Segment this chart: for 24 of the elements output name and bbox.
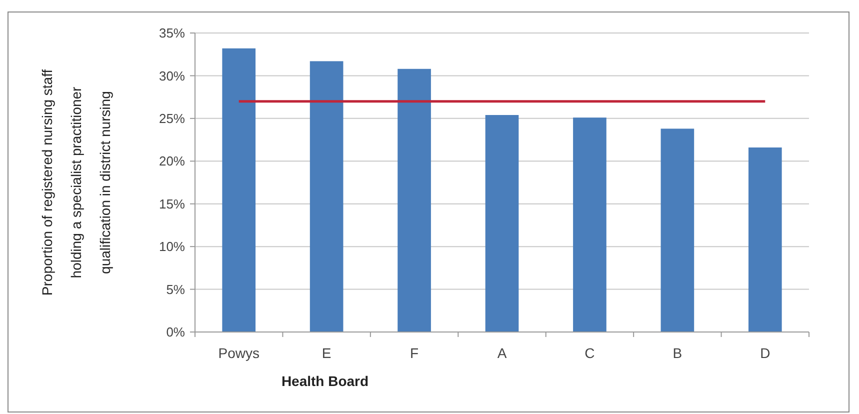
x-tick-label: F	[410, 345, 419, 361]
y-tick-label: 15%	[158, 196, 186, 212]
y-tick-label: 35%	[158, 26, 186, 41]
bar	[573, 118, 606, 332]
x-tick-label: B	[672, 345, 682, 361]
x-tick-label: D	[760, 345, 770, 361]
x-tick-label: C	[584, 345, 595, 361]
bar	[748, 147, 782, 332]
y-tick-label: 5%	[166, 282, 186, 297]
x-tick-label: Powys	[218, 345, 260, 361]
y-tick-label: 20%	[158, 154, 186, 169]
y-tick-label: 0%	[166, 324, 186, 340]
y-axis-title: Proportion of registered nursing staff holding a specialist practitioner qualification in district nursing	[39, 69, 113, 296]
bar	[222, 48, 256, 332]
bar	[310, 61, 344, 332]
y-tick-label: 30%	[158, 68, 186, 84]
bar	[398, 68, 431, 332]
y-tick-label: 25%	[158, 110, 186, 126]
x-tick-label: E	[322, 345, 332, 361]
x-axis-title: Health Board	[281, 373, 369, 389]
x-tick-label: A	[497, 345, 508, 361]
y-tick-label: 10%	[158, 239, 186, 254]
bar	[485, 115, 519, 332]
bar	[660, 128, 694, 332]
